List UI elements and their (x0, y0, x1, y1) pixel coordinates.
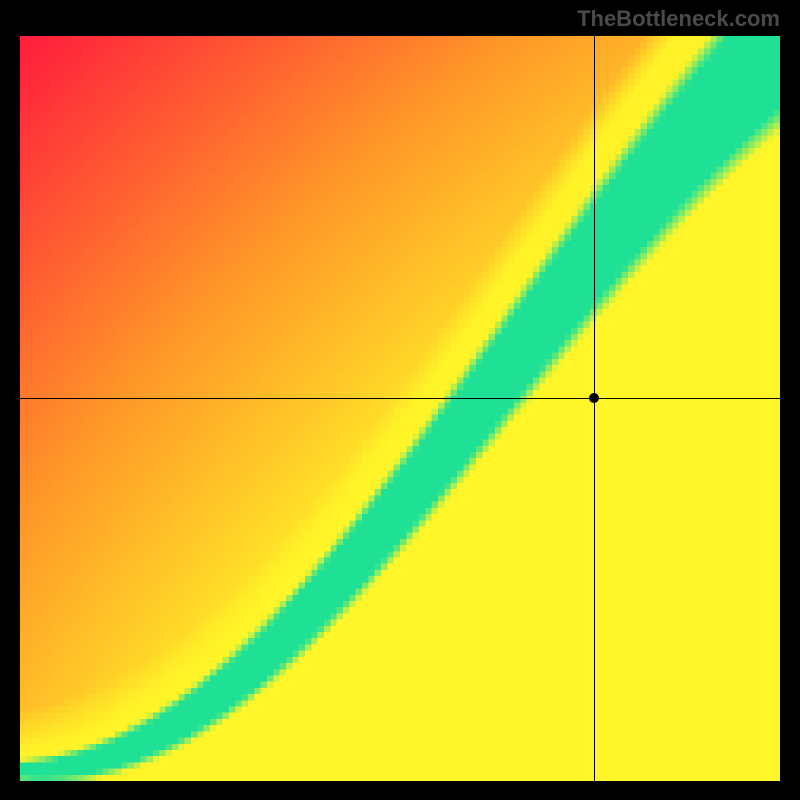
crosshair-vertical (594, 36, 595, 781)
plot-area (20, 36, 780, 781)
chart-container: TheBottleneck.com (0, 0, 800, 800)
attribution-text: TheBottleneck.com (577, 6, 780, 32)
heatmap-canvas (20, 36, 780, 781)
marker-dot (589, 393, 599, 403)
crosshair-horizontal (20, 398, 780, 399)
